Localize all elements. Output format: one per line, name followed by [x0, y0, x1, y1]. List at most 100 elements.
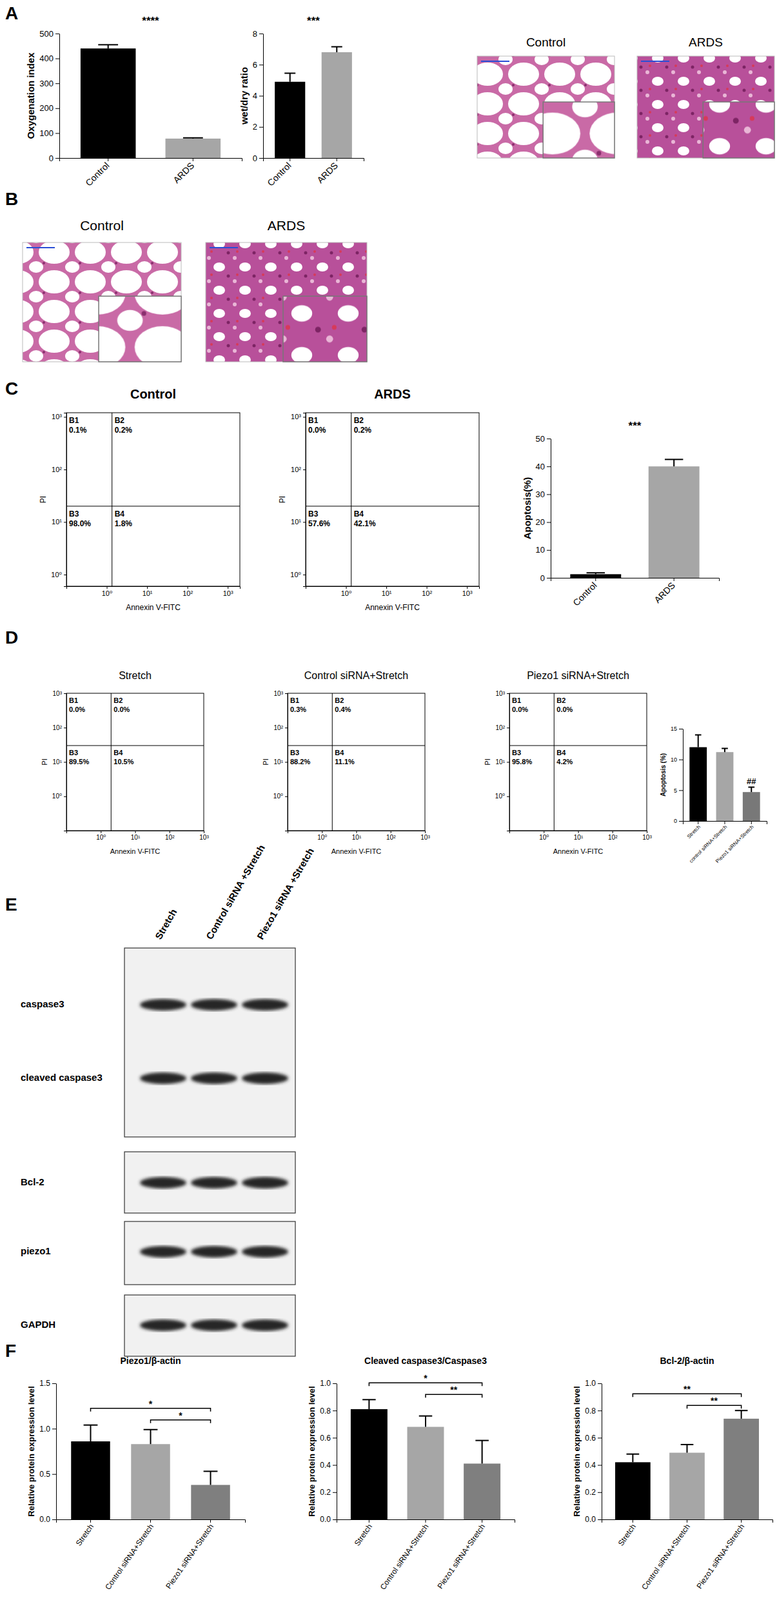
tick-mark: [678, 789, 683, 791]
y-axis-title: Relative protein expression level: [571, 1385, 582, 1516]
quadrant-value: 88.2%: [290, 757, 311, 766]
tick-label: 400: [39, 53, 54, 64]
tick-mark: [506, 796, 510, 797]
blot-band: [139, 1176, 187, 1189]
tick-label: 10³: [199, 833, 209, 841]
tick-label: 1.5: [39, 1378, 51, 1388]
error-cap: [735, 1409, 748, 1411]
tick-mark: [678, 759, 683, 761]
tick: 0.4: [584, 1460, 602, 1470]
error-bar: [289, 73, 291, 82]
tick-label: 0.6: [319, 1433, 331, 1443]
category-label: Stretch: [74, 1522, 96, 1548]
tick-mark: [697, 820, 699, 825]
zoom-inset: [542, 101, 615, 158]
tick-mark: [390, 830, 392, 834]
tick: Control siRNA+Stretch: [103, 1519, 156, 1592]
tick: 50: [535, 433, 551, 444]
tick-label: 10²: [386, 833, 396, 841]
tick-label: 500: [39, 29, 54, 39]
tick-mark: [55, 132, 60, 134]
axis-line: [263, 34, 264, 159]
tick-label: 10⁰: [539, 833, 549, 841]
western-blot: [124, 947, 296, 1357]
scale-bar: [481, 60, 510, 62]
chart-title: Piezo1/β-actin: [119, 1355, 181, 1366]
tick-mark: [63, 693, 67, 694]
blot-panel: [124, 1221, 296, 1285]
x-axis-title: Annexin V-FITC: [110, 847, 161, 856]
quadrant-value: 0.0%: [308, 425, 327, 435]
axis: 10⁰10¹10²10³: [67, 830, 210, 841]
tick-mark: [259, 157, 264, 159]
quadrant-name: B3: [68, 748, 79, 757]
tick: 10⁰: [273, 792, 288, 800]
quadrant-name: B2: [556, 696, 566, 705]
tick-mark: [192, 157, 194, 162]
axis: 10⁰10¹10²10³: [306, 586, 480, 598]
tick-mark: [332, 1465, 337, 1466]
quadrant-name: B1: [68, 415, 80, 425]
category-label: ARDS: [170, 159, 197, 186]
tick-label: 10³: [52, 689, 63, 698]
bar-chart: 02468ControlARDSwet/dry ratio***: [238, 14, 365, 189]
axis-line: [56, 1383, 57, 1520]
axis: 10⁰10¹10²10³: [495, 689, 511, 832]
bar: [648, 466, 700, 578]
tick: 1.0: [319, 1378, 337, 1388]
tick-label: 0.0: [39, 1514, 51, 1524]
error-cap: [721, 747, 728, 750]
tick: 10³: [290, 412, 306, 421]
tick: Piezo1 siRNA+Stretch: [694, 1519, 747, 1591]
tick: 0.8: [584, 1406, 602, 1416]
tick: 10⁰: [96, 830, 106, 841]
tick-mark: [227, 586, 229, 589]
tick-label: 4: [252, 90, 258, 101]
tick: 10⁰: [317, 830, 327, 841]
plot-frame: [66, 412, 240, 587]
tick: 0: [252, 153, 264, 164]
error-bar: [740, 1410, 743, 1419]
tick-label: 8: [252, 29, 258, 39]
axis-line: [288, 831, 426, 834]
chart-title: Piezo1 siRNA+Stretch: [526, 669, 630, 681]
tick-mark: [346, 586, 347, 589]
tick-mark: [597, 1410, 602, 1411]
tick-label: 10¹: [130, 833, 141, 841]
tick-mark: [686, 1519, 688, 1523]
tick-mark: [386, 586, 387, 589]
quadrant-name: B4: [334, 748, 345, 757]
tick-label: 1.0: [39, 1424, 51, 1434]
x-axis-title: Annexin V-FITC: [553, 847, 604, 856]
y-axis-title: PI: [483, 758, 492, 765]
tick-mark: [466, 586, 468, 589]
tick: 0.4: [319, 1460, 337, 1470]
axis: 0.00.51.01.5: [39, 1378, 57, 1524]
significance-label: **: [450, 1384, 458, 1395]
tick-mark: [259, 96, 264, 97]
plot-area: [66, 412, 240, 587]
tick-mark: [107, 586, 108, 589]
tick: 20: [535, 517, 551, 527]
panel-letter: D: [5, 627, 19, 648]
zoom-inset: [283, 295, 367, 362]
gate-line: [287, 745, 425, 747]
tick-label: 10⁰: [96, 833, 106, 841]
blot-band: [241, 1319, 289, 1331]
tick-mark: [169, 830, 171, 834]
tick-mark: [332, 1492, 337, 1493]
axis-line: [601, 1383, 603, 1520]
bar: [716, 751, 734, 821]
axis-line: [67, 831, 205, 834]
tick-label: 10²: [182, 589, 193, 598]
blot-band: [139, 1072, 187, 1084]
gate-line: [350, 412, 352, 587]
tick-mark: [724, 820, 726, 825]
tick: ARDS: [651, 577, 678, 605]
tick: 10¹: [290, 517, 306, 526]
quadrant-plot: 10⁰10¹10²10³10⁰10¹10²10³B10.0%B20.2%B357…: [277, 386, 480, 612]
tick: 10¹: [51, 517, 67, 526]
tick-label: 10⁰: [50, 570, 62, 579]
tick: Stretch: [74, 1519, 96, 1548]
x-axis-title: Annexin V-FITC: [364, 602, 420, 612]
